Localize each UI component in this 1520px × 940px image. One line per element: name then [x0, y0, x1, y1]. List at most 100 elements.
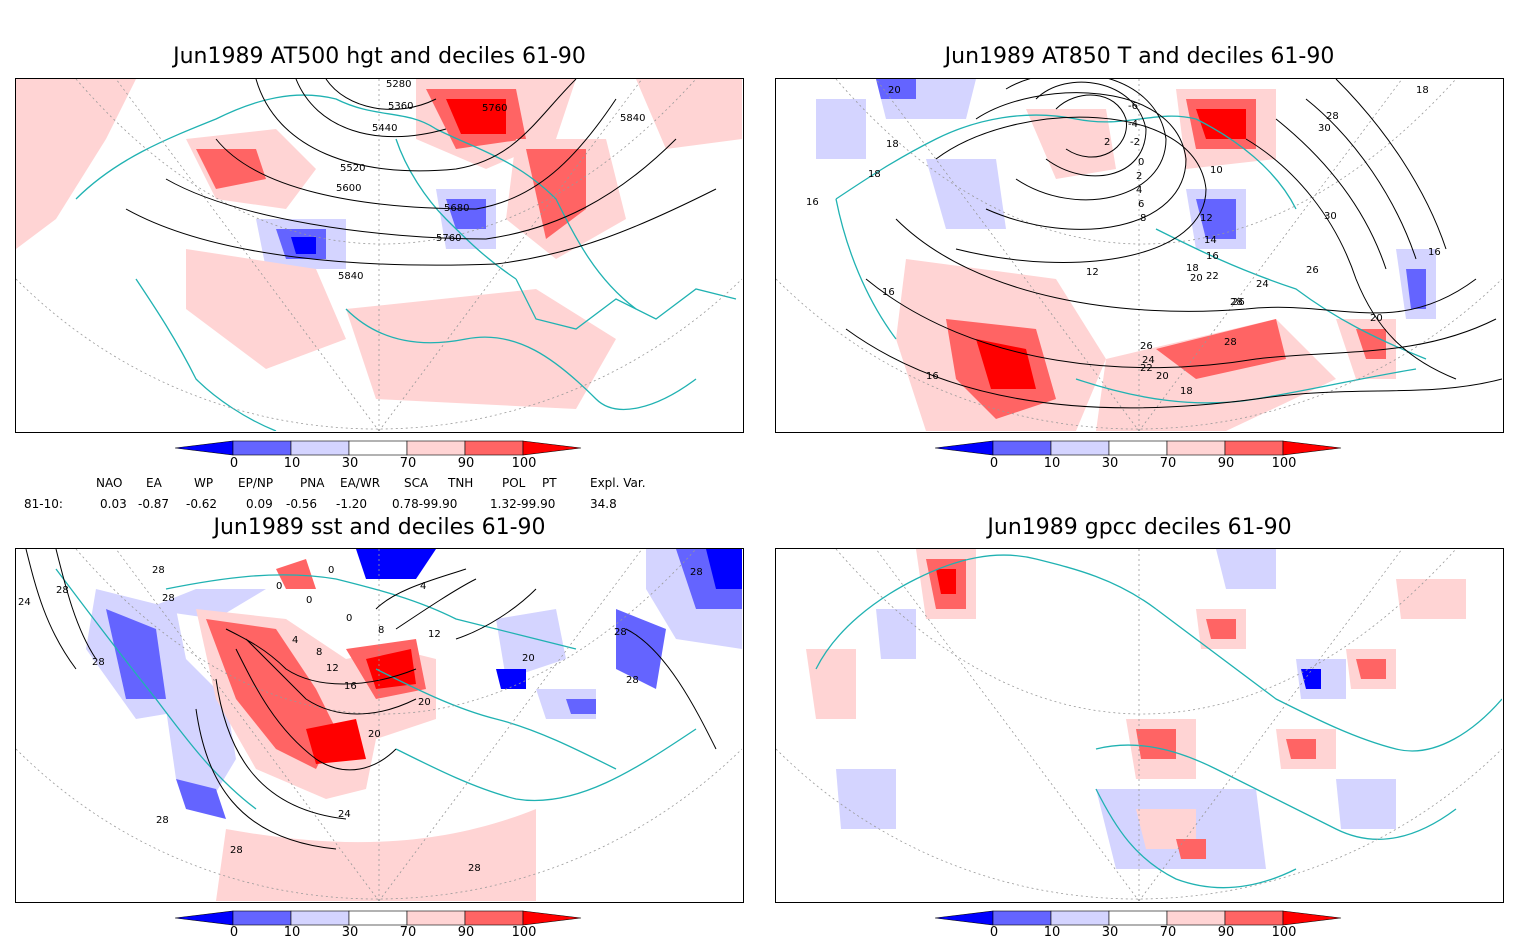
colorbar-segment — [1108, 910, 1168, 926]
height-contours — [125, 79, 717, 266]
contour-label: 28 — [92, 657, 105, 668]
contour-label: 4 — [292, 635, 298, 646]
index-value: 0.03 — [100, 497, 127, 511]
contour-label: 16 — [1206, 251, 1219, 262]
contour-label: 12 — [326, 663, 339, 674]
index-value: 0.78-99.90 — [392, 497, 458, 511]
contour-label: 24 — [18, 597, 31, 608]
tick-label: 90 — [457, 925, 475, 940]
contour-label: 28 — [152, 565, 165, 576]
coastlines — [815, 554, 1502, 889]
colorbar-1 — [174, 440, 585, 456]
contour-label: 0 — [346, 613, 352, 624]
contour-label: 20 — [368, 729, 381, 740]
tick-label: 100 — [511, 925, 537, 940]
contour-labels: 5280 5360 5440 5520 5600 5680 5760 5840 … — [336, 79, 645, 282]
colorbar-3 — [174, 910, 585, 926]
coastlines — [55, 568, 697, 810]
contour-label: 28 — [690, 567, 703, 578]
colorbar-segment — [934, 910, 994, 926]
contour-label: 28 — [56, 585, 69, 596]
contour-label: 8 — [1140, 213, 1146, 224]
graticule — [16, 549, 742, 901]
contour-label: 5440 — [372, 123, 397, 134]
sst-contours — [25, 549, 717, 850]
colorbar-segment — [406, 440, 466, 456]
index-value: 0.09 — [246, 497, 273, 511]
contour-label: 12 — [1200, 213, 1213, 224]
index-value: -0.87 — [138, 497, 170, 511]
map-panel-at500: 5280 5360 5440 5520 5600 5680 5760 5840 … — [15, 78, 744, 433]
contour-label: -4 — [1128, 119, 1138, 130]
contour-label: 24 — [1142, 355, 1155, 366]
panel-4-title: Jun1989 gpcc deciles 61-90 — [987, 515, 1292, 540]
contour-labels: 28 24 28 28 28 0 0 0 4 0 4 8 8 12 12 16 … — [18, 565, 703, 874]
colorbar-segment — [1282, 440, 1342, 456]
tick-label: 30 — [341, 456, 359, 471]
contour-label: 5600 — [336, 183, 361, 194]
colorbar-segment — [1224, 440, 1284, 456]
colorbar-4 — [934, 910, 1345, 926]
colorbar-segment — [174, 440, 234, 456]
contour-label: 5680 — [444, 203, 469, 214]
tick-label: 70 — [399, 925, 417, 940]
colorbar-segment — [1050, 440, 1110, 456]
index-header: NAO — [96, 476, 123, 490]
contour-label: 10 — [1210, 165, 1223, 176]
contour-label: 28 — [626, 675, 639, 686]
index-value: -0.56 — [286, 497, 318, 511]
colorbar-segment — [1282, 910, 1342, 926]
contour-label: 4 — [1136, 185, 1142, 196]
tick-label: 10 — [283, 456, 301, 471]
tick-label: 30 — [341, 925, 359, 940]
colorbar-segment — [348, 440, 408, 456]
panel-2-title: Jun1989 AT850 T and deciles 61-90 — [944, 44, 1335, 69]
index-header: EP/NP — [238, 476, 274, 490]
tick-label: 0 — [989, 925, 999, 940]
contour-label: 6 — [1138, 199, 1144, 210]
index-value: -1.20 — [336, 497, 368, 511]
contour-label: 28 — [1224, 337, 1237, 348]
contour-label: 12 — [428, 629, 441, 640]
contour-label: 5760 — [482, 103, 507, 114]
contour-label: 28 — [230, 845, 243, 856]
tick-label: 30 — [1101, 925, 1119, 940]
colorbar-segment — [1050, 910, 1110, 926]
contour-label: 2 — [1136, 171, 1142, 182]
colorbar-segment — [522, 910, 582, 926]
contour-label: 20 — [888, 85, 901, 96]
contour-label: 5360 — [388, 101, 413, 112]
colorbar-segment — [174, 910, 234, 926]
contour-label: 16 — [344, 681, 357, 692]
tick-label: 90 — [1217, 456, 1235, 471]
tick-label: 0 — [229, 456, 239, 471]
decile-shading — [16, 79, 742, 409]
contour-label: 20 — [1370, 313, 1383, 324]
decile-shading — [806, 549, 1466, 869]
tick-label: 100 — [1271, 925, 1297, 940]
contour-label: 16 — [1428, 247, 1441, 258]
contour-label: 28 — [1230, 297, 1243, 308]
colorbar-segment — [406, 910, 466, 926]
contour-label: 20 — [522, 653, 535, 664]
contour-label: 18 — [868, 169, 881, 180]
contour-label: 8 — [316, 647, 322, 658]
map-panel-at850: 20 18 16 18 16 16 -6 -4 -2 2 0 2 4 6 8 1… — [775, 78, 1504, 433]
tick-label: 0 — [989, 456, 999, 471]
colorbar-segment — [464, 910, 524, 926]
colorbar-segment — [1108, 440, 1168, 456]
contour-label: 5840 — [620, 113, 645, 124]
tick-label: 70 — [1159, 925, 1177, 940]
contour-label: 28 — [468, 863, 481, 874]
contour-label: 0 — [306, 595, 312, 606]
contour-label: 5760 — [436, 233, 461, 244]
contour-label: 5840 — [338, 271, 363, 282]
contour-label: 30 — [1324, 211, 1337, 222]
index-header: TNH — [448, 476, 474, 490]
colorbar-segment — [464, 440, 524, 456]
tick-label: 100 — [511, 456, 537, 471]
contour-label: 26 — [1306, 265, 1319, 276]
contour-label: 20 — [418, 697, 431, 708]
contour-label: 2 — [1104, 137, 1110, 148]
coastlines — [75, 94, 737, 431]
